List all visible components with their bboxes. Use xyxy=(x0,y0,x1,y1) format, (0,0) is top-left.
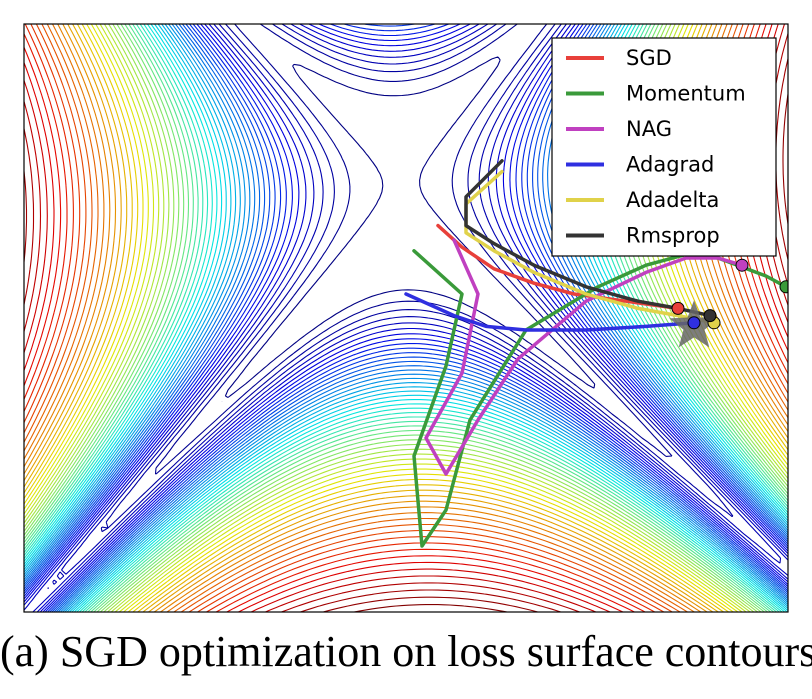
contour-level xyxy=(24,24,788,612)
contour-level xyxy=(221,56,596,402)
contour-level xyxy=(100,24,734,533)
figure-caption: (a) SGD optimization on loss surface con… xyxy=(0,627,812,676)
legend-box xyxy=(551,37,777,257)
endpoint-sgd xyxy=(671,301,685,315)
contour-level xyxy=(24,24,788,612)
legend: SGD Momentum NAG Adagrad Adadelta Rmsprop xyxy=(551,37,777,257)
contour-level xyxy=(24,24,788,612)
endpoint-markers xyxy=(669,258,788,348)
contour-level xyxy=(24,24,788,612)
optimizer-paths xyxy=(404,159,788,548)
contour-level xyxy=(24,24,788,612)
legend-label-nag: NAG xyxy=(626,117,672,141)
series-line-nag xyxy=(424,238,744,476)
legend-label-sgd: SGD xyxy=(626,46,672,70)
legend-label-rmsprop: Rmsprop xyxy=(626,224,720,248)
endpoint-adagrad xyxy=(687,316,701,330)
contour-level xyxy=(24,24,788,612)
contour-level xyxy=(353,603,508,612)
series-line-adagrad xyxy=(404,292,696,332)
legend-label-adagrad: Adagrad xyxy=(626,153,714,177)
series-line-rmsprop xyxy=(464,159,712,318)
contour-level xyxy=(24,24,788,612)
contour-level xyxy=(323,90,788,612)
legend-label-momentum: Momentum xyxy=(626,82,746,106)
legend-label-adadelta: Adadelta xyxy=(626,188,719,212)
contour-level xyxy=(24,24,788,612)
contour-plot: SGD Momentum NAG Adagrad Adadelta Rmsprop xyxy=(23,23,789,613)
plot-frame xyxy=(23,23,789,613)
endpoint-nag xyxy=(735,258,749,272)
contour-level xyxy=(24,24,788,612)
contour-level xyxy=(24,24,788,612)
endpoint-rmsprop xyxy=(703,309,717,323)
series-line-sgd xyxy=(436,223,680,311)
contour-level xyxy=(24,24,788,612)
contour-level xyxy=(24,24,788,612)
contour-level xyxy=(47,24,782,590)
endpoint-momentum xyxy=(779,280,788,294)
contour-level xyxy=(24,24,788,612)
